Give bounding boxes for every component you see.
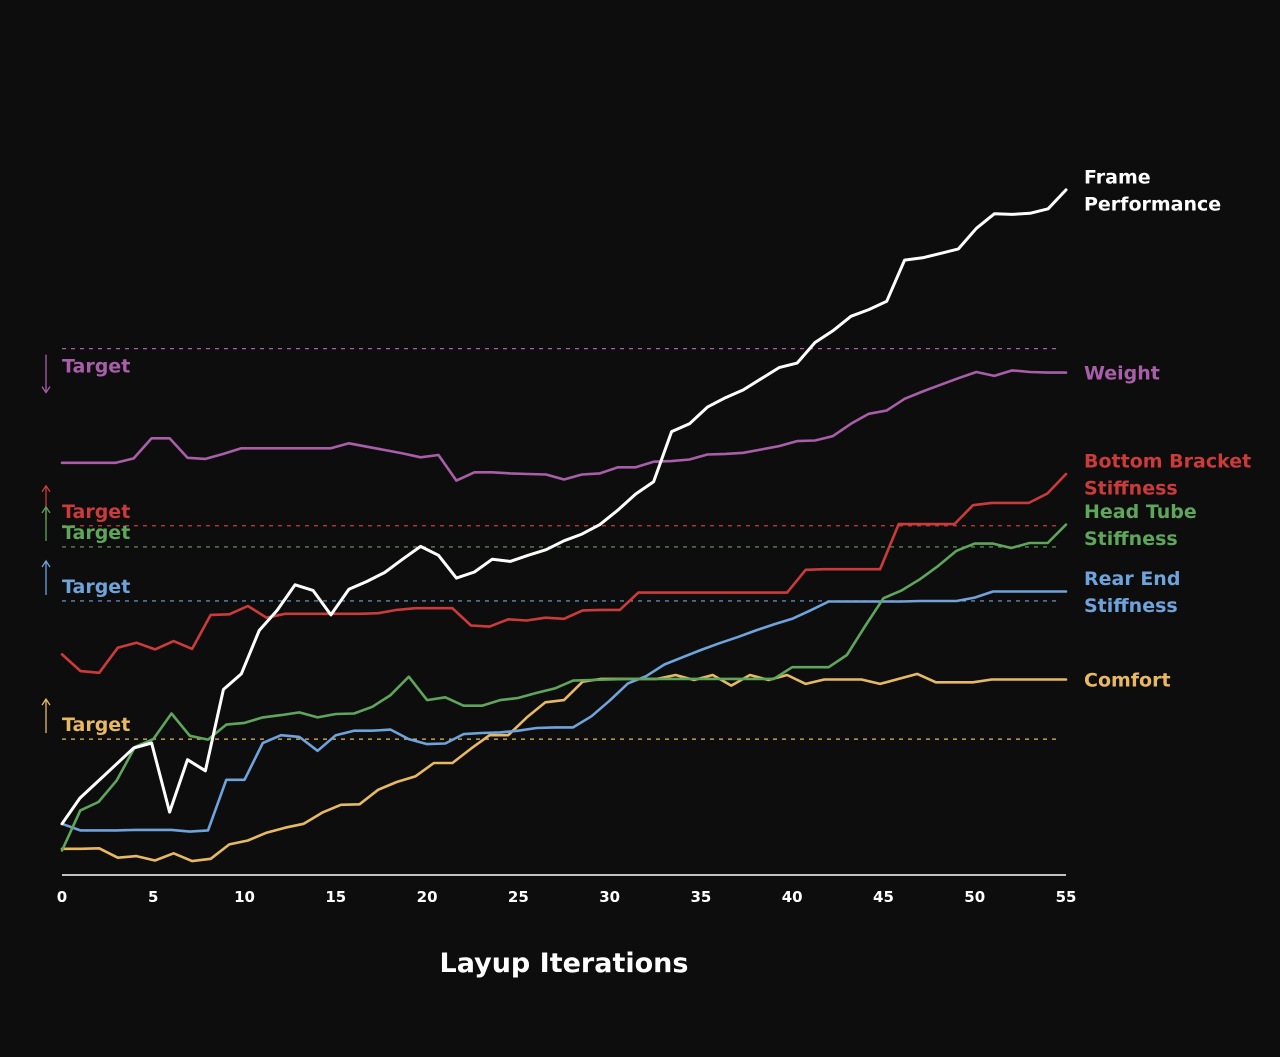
series-line-frame-performance [60,188,1068,826]
series-line-bottom-bracket [60,472,1068,675]
target-arrow-rear-end-icon [41,559,51,595]
series-label-head-tube: Head Tube Stiffness [1084,501,1197,550]
x-axis-title: Layup Iterations [440,948,689,979]
series-line-rear-end [60,590,1068,833]
x-tick-label: 20 [417,888,438,906]
series-label-rear-end: Rear End Stiffness [1084,568,1180,617]
x-tick-label: 35 [690,888,711,906]
target-label-comfort: Target [62,714,130,736]
x-tick-label: 15 [325,888,346,906]
x-tick-label: 55 [1056,888,1077,906]
target-arrow-head-tube-icon [41,505,51,541]
target-arrow-comfort-icon [41,697,51,734]
x-tick-label: 0 [57,888,67,906]
target-label-rear-end: Target [62,576,130,598]
x-tick-label: 50 [964,888,985,906]
x-tick-label: 40 [782,888,803,906]
x-axis: 0 5 10 15 20 25 30 35 40 45 50 55 Layup Iterations [57,874,1077,979]
x-tick-label: 10 [234,888,255,906]
series-line-head-tube [60,523,1068,852]
target-label-bottom-bracket: Target [62,501,130,523]
x-tick-label: 5 [148,888,158,906]
series-label-comfort: Comfort [1084,669,1171,691]
series-line-comfort [60,672,1068,863]
series-label-bottom-bracket: Bottom Bracket Stiffness [1084,450,1251,499]
target-label-head-tube: Target [62,522,130,544]
x-tick-label: 25 [508,888,529,906]
series-line-weight [60,369,1068,482]
target-arrow-weight-icon [41,354,51,394]
x-tick-labels: 0 5 10 15 20 25 30 35 40 45 50 55 [57,888,1077,906]
series-label-weight: Weight [1084,363,1160,385]
series-labels: Frame Performance Weight Bottom Bracket Stif… [1084,166,1251,691]
x-tick-label: 30 [599,888,620,906]
x-tick-label: 45 [873,888,894,906]
series-label-frame-performance: Frame Performance [1084,166,1221,215]
target-label-weight: Target [62,356,130,378]
series-lines [60,188,1068,863]
